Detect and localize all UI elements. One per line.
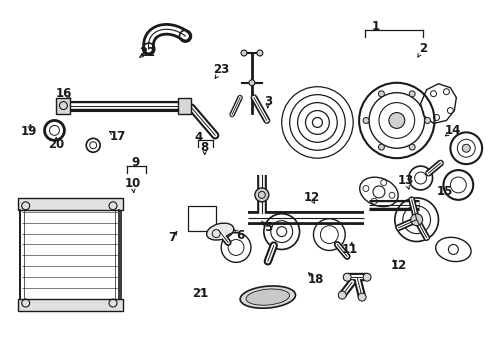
Circle shape <box>362 273 370 281</box>
Text: 3: 3 <box>263 95 271 108</box>
Text: 14: 14 <box>444 124 460 137</box>
Ellipse shape <box>206 223 233 240</box>
Ellipse shape <box>245 289 289 305</box>
Bar <box>177 98 191 113</box>
Circle shape <box>424 117 429 123</box>
Circle shape <box>378 144 384 150</box>
Text: 5: 5 <box>263 221 271 234</box>
Bar <box>56 98 70 113</box>
Text: 15: 15 <box>435 185 452 198</box>
Circle shape <box>248 80 254 86</box>
Text: 1: 1 <box>371 20 379 33</box>
Text: 19: 19 <box>20 125 37 138</box>
Text: 21: 21 <box>191 287 207 300</box>
Text: 8: 8 <box>200 141 208 154</box>
Text: 23: 23 <box>213 63 229 76</box>
Circle shape <box>410 214 422 226</box>
Text: 12: 12 <box>303 191 319 204</box>
Circle shape <box>256 50 263 56</box>
Circle shape <box>241 50 246 56</box>
Circle shape <box>357 293 366 301</box>
Ellipse shape <box>240 286 295 308</box>
Text: 22: 22 <box>139 46 155 59</box>
Text: 20: 20 <box>48 139 64 152</box>
Circle shape <box>388 113 404 129</box>
Text: 6: 6 <box>236 229 244 242</box>
Circle shape <box>338 291 346 299</box>
Text: 18: 18 <box>307 273 324 286</box>
Circle shape <box>408 91 414 97</box>
Circle shape <box>254 188 268 202</box>
Text: 10: 10 <box>124 177 141 190</box>
Text: 9: 9 <box>131 156 139 169</box>
Bar <box>18 198 122 210</box>
Bar <box>188 206 216 231</box>
Circle shape <box>461 144 469 152</box>
Circle shape <box>408 144 414 150</box>
Text: 12: 12 <box>390 258 406 271</box>
Circle shape <box>362 117 368 123</box>
Text: 16: 16 <box>56 87 72 100</box>
Text: 13: 13 <box>397 174 413 187</box>
Text: 11: 11 <box>342 243 358 256</box>
Circle shape <box>378 91 384 97</box>
Circle shape <box>343 273 350 281</box>
Text: 4: 4 <box>194 131 202 144</box>
Bar <box>18 299 122 311</box>
Text: 7: 7 <box>168 231 176 244</box>
Text: 2: 2 <box>418 42 426 55</box>
Text: 17: 17 <box>109 130 125 143</box>
